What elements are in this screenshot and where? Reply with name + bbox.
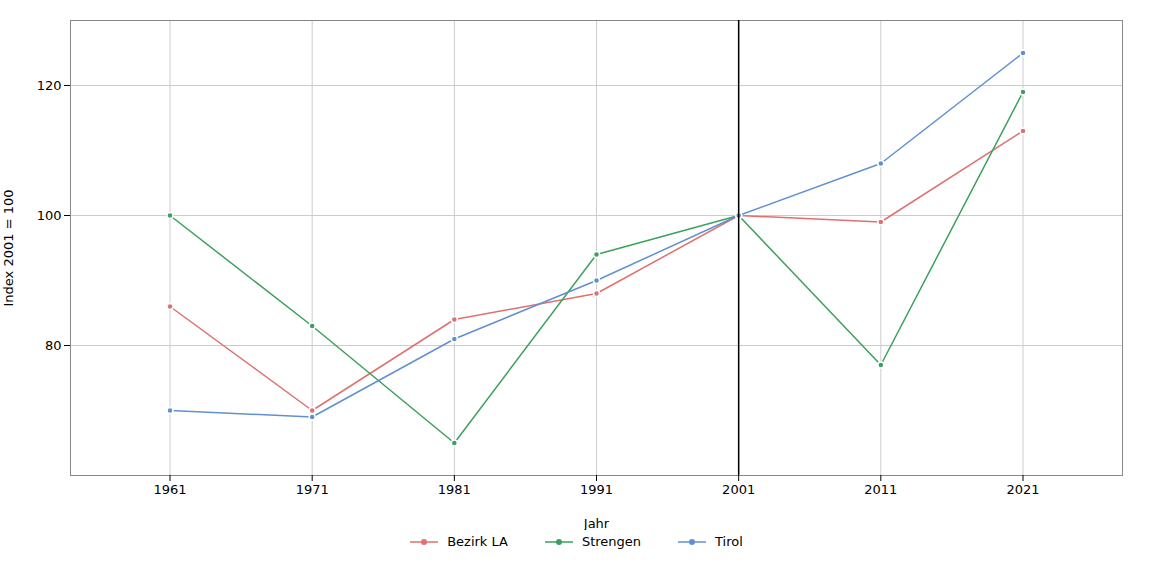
html-text:Strengen: Strengen	[581, 534, 642, 549]
svg-text:1981: 1981	[438, 482, 471, 497]
svg-text:2011: 2011	[864, 482, 897, 497]
svg-text:100: 100	[37, 208, 62, 223]
svg-text:1961: 1961	[153, 482, 186, 497]
svg-text:2001: 2001	[722, 482, 755, 497]
svg-text:120: 120	[37, 78, 62, 93]
html-text:Bezirk LA: Bezirk LA	[447, 534, 508, 549]
svg-text:Jahr: Jahr	[583, 516, 610, 531]
html-text:Tirol: Tirol	[715, 534, 743, 549]
svg-text:80: 80	[45, 338, 62, 353]
svg-text:1991: 1991	[580, 482, 613, 497]
svg-text:1971: 1971	[296, 482, 329, 497]
svg-text:Index 2001 = 100: Index 2001 = 100	[1, 190, 16, 307]
svg-text:2021: 2021	[1006, 482, 1039, 497]
